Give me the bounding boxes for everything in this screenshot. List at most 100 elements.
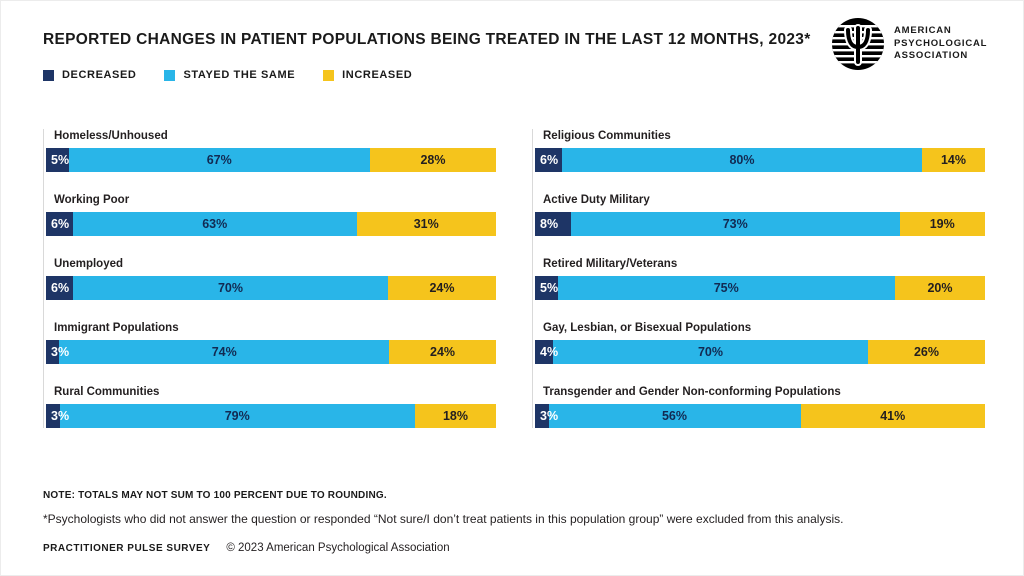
segment-decreased: 3% xyxy=(46,404,69,428)
stacked-bar: 8% 73% 19% xyxy=(535,212,985,236)
segment-value-label: 3% xyxy=(51,409,70,423)
bar-row: Working Poor 6% 63% 31% xyxy=(46,193,496,236)
legend-item-decreased: DECREASED xyxy=(43,69,136,81)
stacked-bar: 3% 56% 41% xyxy=(535,404,985,428)
apa-logo-line: ASSOCIATION xyxy=(894,50,969,62)
chart-column-right: Religious Communities 6% 80% 14% Active Duty… xyxy=(532,129,985,428)
segment-decreased: 4% xyxy=(535,340,558,364)
increased-swatch-icon xyxy=(323,69,335,81)
segment-value-label: 79% xyxy=(224,409,250,423)
bar-row: Unemployed 6% 70% 24% xyxy=(46,257,496,300)
segment-value-label: 18% xyxy=(442,409,469,423)
stacked-bar: 6% 80% 14% xyxy=(535,148,985,172)
segment-value-label: 70% xyxy=(217,281,244,295)
segment-decreased: 6% xyxy=(535,148,562,172)
bar-row: Retired Military/Veterans 5% 75% 20% xyxy=(535,257,985,300)
segment-value-label: 6% xyxy=(51,281,70,295)
legend-item-stayed-the-same: STAYED THE SAME xyxy=(164,69,295,81)
legend-item-increased: INCREASED xyxy=(323,69,412,81)
apa-logo: AMERICAN PSYCHOLOGICAL ASSOCIATION xyxy=(831,17,987,71)
legend-label: STAYED THE SAME xyxy=(183,69,296,81)
segment-stayed-the-same: 70% xyxy=(73,276,388,300)
decreased-swatch-icon xyxy=(43,69,54,81)
segment-increased: 18% xyxy=(415,404,496,428)
segment-stayed-the-same: 63% xyxy=(73,212,357,236)
segment-value-label: 41% xyxy=(880,409,906,423)
segment-stayed-the-same: 73% xyxy=(571,212,900,236)
bar-row: Active Duty Military 8% 73% 19% xyxy=(535,193,985,236)
bar-row: Homeless/Unhoused 5% 67% 28% xyxy=(46,129,496,172)
segment-stayed-the-same: 56% xyxy=(548,404,801,428)
segment-value-label: 14% xyxy=(940,153,967,167)
stacked-bar: 5% 67% 28% xyxy=(46,148,496,172)
bar-category-label: Gay, Lesbian, or Bisexual Populations xyxy=(543,322,752,334)
legend-label: INCREASED xyxy=(342,69,413,81)
segment-increased: 24% xyxy=(389,340,496,364)
segment-value-label: 20% xyxy=(927,281,953,295)
segment-value-label: 73% xyxy=(722,217,748,231)
copyright-text: © 2023 American Psychological Associatio… xyxy=(226,542,450,554)
segment-stayed-the-same: 75% xyxy=(557,276,895,300)
bar-category-label: Active Duty Military xyxy=(543,194,650,206)
segment-increased: 14% xyxy=(922,148,985,172)
apa-psi-logo-icon xyxy=(832,18,884,70)
segment-value-label: 70% xyxy=(697,345,724,359)
segment-stayed-the-same: 79% xyxy=(59,404,415,428)
apa-logo-text: AMERICAN PSYCHOLOGICAL ASSOCIATION xyxy=(894,25,987,62)
segment-decreased: 8% xyxy=(535,212,571,236)
chart-column-left: Homeless/Unhoused 5% 67% 28% Working Poor 6% 6… xyxy=(43,129,496,428)
segment-value-label: 3% xyxy=(540,409,559,423)
survey-name: PRACTITIONER PULSE SURVEY xyxy=(43,543,211,554)
segment-decreased: 5% xyxy=(535,276,558,300)
legend: DECREASED STAYED THE SAME INCREASED xyxy=(43,69,412,81)
bar-category-label: Transgender and Gender Non-conforming Po… xyxy=(543,386,841,398)
segment-increased: 20% xyxy=(895,276,985,300)
segment-value-label: 26% xyxy=(913,345,940,359)
segment-value-label: 24% xyxy=(430,345,456,359)
bar-category-label: Religious Communities xyxy=(543,130,671,142)
segment-value-label: 24% xyxy=(429,281,455,295)
legend-label: DECREASED xyxy=(62,69,137,81)
segment-stayed-the-same: 74% xyxy=(59,340,390,364)
bar-row: Rural Communities 3% 79% 18% xyxy=(46,385,496,428)
segment-decreased: 6% xyxy=(46,276,73,300)
stacked-bar: 3% 79% 18% xyxy=(46,404,496,428)
bar-charts: Homeless/Unhoused 5% 67% 28% Working Poor 6% 6… xyxy=(43,129,985,428)
segment-value-label: 56% xyxy=(661,409,688,423)
segment-decreased: 3% xyxy=(535,404,558,428)
exclusion-footnote: *Psychologists who did not answer the qu… xyxy=(43,512,844,526)
segment-increased: 24% xyxy=(388,276,496,300)
segment-value-label: 6% xyxy=(51,217,70,231)
stacked-bar: 6% 63% 31% xyxy=(46,212,496,236)
segment-value-label: 28% xyxy=(420,153,446,167)
segment-value-label: 5% xyxy=(51,153,70,167)
segment-value-label: 19% xyxy=(929,217,955,231)
segment-decreased: 6% xyxy=(46,212,73,236)
segment-value-label: 31% xyxy=(413,217,439,231)
bar-row: Gay, Lesbian, or Bisexual Populations 4% 7… xyxy=(535,321,985,364)
segment-value-label: 5% xyxy=(540,281,559,295)
segment-value-label: 74% xyxy=(211,345,237,359)
segment-value-label: 8% xyxy=(540,217,559,231)
bar-row: Transgender and Gender Non-conforming Po… xyxy=(535,385,985,428)
stacked-bar: 6% 70% 24% xyxy=(46,276,496,300)
bar-row: Religious Communities 6% 80% 14% xyxy=(535,129,985,172)
stacked-bar: 5% 75% 20% xyxy=(535,276,985,300)
apa-logo-line: PSYCHOLOGICAL xyxy=(894,37,988,49)
bar-category-label: Immigrant Populations xyxy=(54,322,179,334)
segment-stayed-the-same: 70% xyxy=(553,340,868,364)
segment-value-label: 80% xyxy=(729,153,755,167)
stacked-bar: 3% 74% 24% xyxy=(46,340,496,364)
rounding-note: NOTE: TOTALS MAY NOT SUM TO 100 PERCENT … xyxy=(43,490,387,501)
segment-increased: 26% xyxy=(868,340,985,364)
bar-category-label: Homeless/Unhoused xyxy=(54,130,168,142)
segment-stayed-the-same: 67% xyxy=(68,148,370,172)
segment-value-label: 63% xyxy=(202,217,228,231)
page-title: REPORTED CHANGES IN PATIENT POPULATIONS … xyxy=(43,31,811,48)
bar-category-label: Unemployed xyxy=(54,258,124,270)
bar-category-label: Rural Communities xyxy=(54,386,160,398)
segment-value-label: 4% xyxy=(540,345,559,359)
apa-logo-line: AMERICAN xyxy=(894,25,952,37)
stayed-the-same-swatch-icon xyxy=(164,69,176,81)
